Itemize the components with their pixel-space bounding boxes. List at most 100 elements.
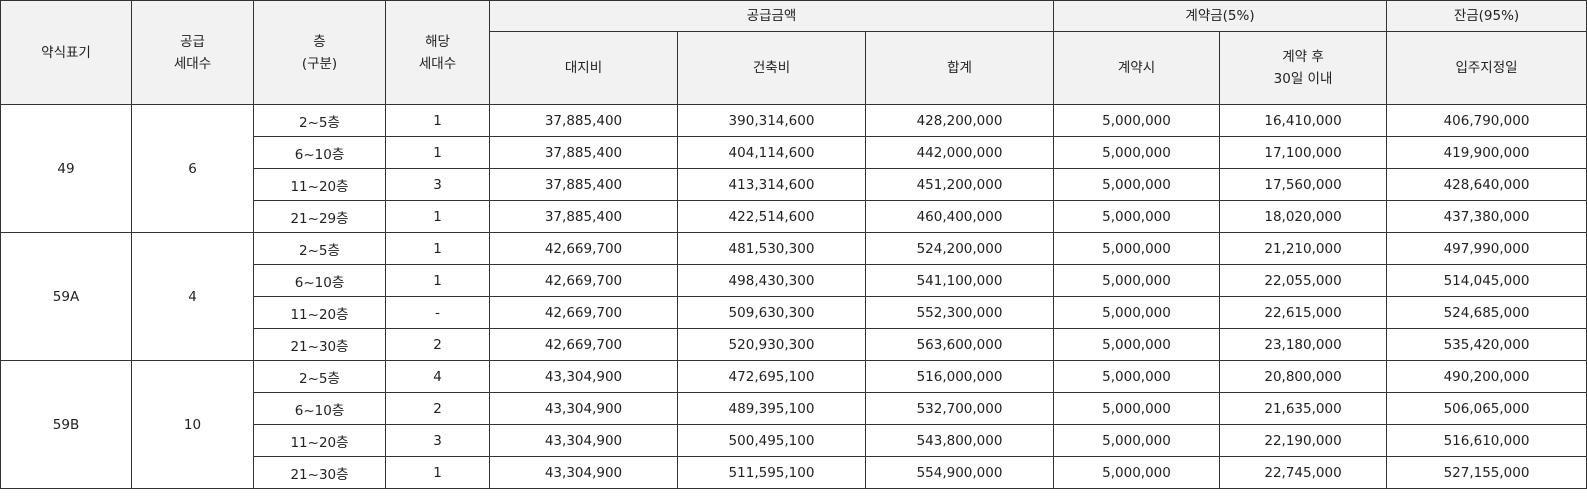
land-cell: 43,304,900 <box>489 392 678 425</box>
at-contract-cell: 5,000,000 <box>1053 104 1221 137</box>
after-contract-cell: 23,180,000 <box>1219 328 1388 361</box>
building-cell: 404,114,600 <box>677 136 866 169</box>
total-cell: 541,100,000 <box>864 264 1055 297</box>
header-deposit: 계약금(5%) <box>1053 0 1388 32</box>
units-cell: 3 <box>385 168 490 201</box>
total-cell: 554,900,000 <box>864 456 1055 489</box>
units-cell: 2 <box>385 328 490 361</box>
total-cell: 543,800,000 <box>864 424 1055 457</box>
land-cell: 43,304,900 <box>489 456 678 489</box>
header-supply-price: 공급금액 <box>488 0 1055 32</box>
floor-cell: 11~20층 <box>253 424 386 457</box>
floor-cell: 21~30층 <box>253 456 386 489</box>
floor-cell: 6~10층 <box>253 392 386 425</box>
total-cell: 516,000,000 <box>864 360 1055 393</box>
units-cell: 1 <box>385 200 490 233</box>
land-cell: 37,885,400 <box>489 168 678 201</box>
floor-cell: 21~29층 <box>253 200 386 233</box>
building-cell: 481,530,300 <box>677 232 866 265</box>
total-cell: 451,200,000 <box>864 168 1055 201</box>
balance-cell: 490,200,000 <box>1386 360 1587 393</box>
units-cell: 1 <box>385 264 490 297</box>
floor-cell: 11~20층 <box>253 168 386 201</box>
header-at-contract: 계약시 <box>1053 31 1221 105</box>
building-cell: 520,930,300 <box>677 328 866 361</box>
after-contract-cell: 16,410,000 <box>1219 104 1388 137</box>
units-cell: 1 <box>385 136 490 169</box>
balance-cell: 497,990,000 <box>1386 232 1587 265</box>
at-contract-cell: 5,000,000 <box>1053 168 1221 201</box>
supply-units-cell: 6 <box>131 104 254 233</box>
units-cell: 1 <box>385 456 490 489</box>
land-cell: 43,304,900 <box>489 360 678 393</box>
total-cell: 442,000,000 <box>864 136 1055 169</box>
price-table: 약식표기 공급 세대수 층 (구분) 해당 세대수 공급금액 계약금(5%) 잔금(9… <box>0 0 1587 489</box>
balance-cell: 524,685,000 <box>1386 296 1587 329</box>
total-cell: 552,300,000 <box>864 296 1055 329</box>
after-contract-cell: 22,745,000 <box>1219 456 1388 489</box>
building-cell: 509,630,300 <box>677 296 866 329</box>
balance-cell: 516,610,000 <box>1386 424 1587 457</box>
at-contract-cell: 5,000,000 <box>1053 424 1221 457</box>
table-row: 21~30층 2 42,669,700 520,930,300 563,600,000 5… <box>1 328 1587 361</box>
floor-cell: 2~5층 <box>253 104 386 137</box>
at-contract-cell: 5,000,000 <box>1053 232 1221 265</box>
balance-cell: 428,640,000 <box>1386 168 1587 201</box>
balance-cell: 506,065,000 <box>1386 392 1587 425</box>
header-type: 약식표기 <box>0 0 132 105</box>
table-header: 약식표기 공급 세대수 층 (구분) 해당 세대수 공급금액 계약금(5%) 잔금(9… <box>0 0 1587 105</box>
units-cell: 3 <box>385 424 490 457</box>
header-after-contract: 계약 후 30일 이내 <box>1219 31 1388 105</box>
supply-units-cell: 4 <box>131 232 254 361</box>
units-cell: 1 <box>385 104 490 137</box>
land-cell: 43,304,900 <box>489 424 678 457</box>
header-balance: 잔금(95%) <box>1386 0 1587 32</box>
floor-cell: 21~30층 <box>253 328 386 361</box>
table-row: 6~10층 1 42,669,700 498,430,300 541,100,000 5,… <box>1 264 1587 297</box>
table-row: 6~10층 1 37,885,400 404,114,600 442,000,000 5,… <box>1 136 1587 169</box>
land-cell: 37,885,400 <box>489 200 678 233</box>
units-cell: 1 <box>385 232 490 265</box>
table-row: 11~20층 3 37,885,400 413,314,600 451,200,000 5… <box>1 168 1587 201</box>
header-building: 건축비 <box>677 31 866 105</box>
table-row: 59A 4 2~5층 1 42,669,700 481,530,300 524,200,00… <box>0 232 1587 361</box>
table-row: 11~20층 3 43,304,900 500,495,100 543,800,000 5… <box>1 424 1587 457</box>
floor-cell: 6~10층 <box>253 264 386 297</box>
units-cell: 2 <box>385 392 490 425</box>
floor-cell: 2~5층 <box>253 232 386 265</box>
after-contract-cell: 17,100,000 <box>1219 136 1388 169</box>
after-contract-cell: 22,190,000 <box>1219 424 1388 457</box>
balance-cell: 419,900,000 <box>1386 136 1587 169</box>
total-cell: 460,400,000 <box>864 200 1055 233</box>
units-cell: - <box>385 296 490 329</box>
total-cell: 563,600,000 <box>864 328 1055 361</box>
type-cell: 59B <box>0 360 132 489</box>
balance-cell: 535,420,000 <box>1386 328 1587 361</box>
after-contract-cell: 21,635,000 <box>1219 392 1388 425</box>
land-cell: 42,669,700 <box>489 328 678 361</box>
balance-cell: 527,155,000 <box>1386 456 1587 489</box>
header-total: 합계 <box>864 31 1055 105</box>
header-floor: 층 (구분) <box>253 0 386 105</box>
type-cell: 59A <box>0 232 132 361</box>
table-body: 49 6 2~5층 1 37,885,400 390,314,600 428,200,000… <box>0 104 1587 489</box>
total-cell: 532,700,000 <box>864 392 1055 425</box>
at-contract-cell: 5,000,000 <box>1053 264 1221 297</box>
at-contract-cell: 5,000,000 <box>1053 328 1221 361</box>
land-cell: 42,669,700 <box>489 232 678 265</box>
table-row: 49 6 2~5층 1 37,885,400 390,314,600 428,200,000… <box>0 104 1587 233</box>
floor-cell: 2~5층 <box>253 360 386 393</box>
total-cell: 428,200,000 <box>864 104 1055 137</box>
after-contract-cell: 17,560,000 <box>1219 168 1388 201</box>
building-cell: 390,314,600 <box>677 104 866 137</box>
land-cell: 37,885,400 <box>489 136 678 169</box>
after-contract-cell: 21,210,000 <box>1219 232 1388 265</box>
header-supply-units: 공급 세대수 <box>131 0 254 105</box>
building-cell: 422,514,600 <box>677 200 866 233</box>
building-cell: 500,495,100 <box>677 424 866 457</box>
table-row: 6~10층 2 43,304,900 489,395,100 532,700,000 5,… <box>1 392 1587 425</box>
at-contract-cell: 5,000,000 <box>1053 360 1221 393</box>
balance-cell: 514,045,000 <box>1386 264 1587 297</box>
supply-units-cell: 10 <box>131 360 254 489</box>
table-row: 11~20층 -42,669,700 509,630,300 552,300,000 5… <box>1 296 1587 329</box>
